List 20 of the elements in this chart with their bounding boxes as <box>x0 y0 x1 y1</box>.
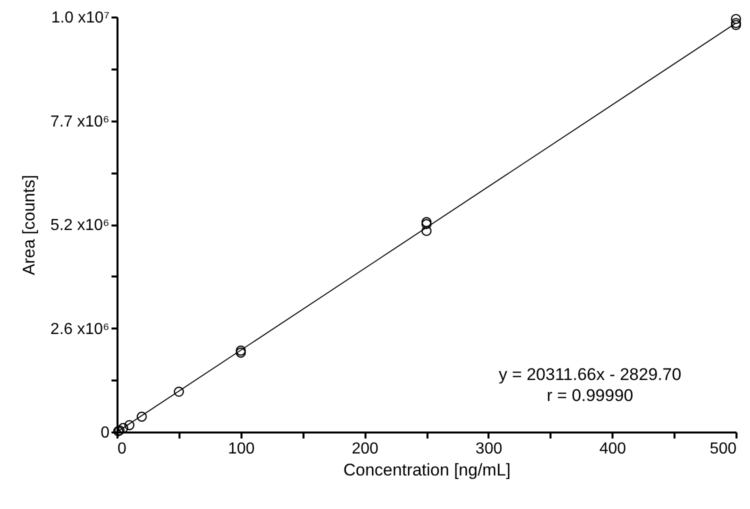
y-tick-label: 7.7 x10⁶ <box>50 113 110 130</box>
x-tick-label: 100 <box>228 440 255 458</box>
x-tick-label: 400 <box>599 440 626 458</box>
point <box>730 14 742 24</box>
point <box>421 226 432 236</box>
y-tick-label: 0 <box>100 424 110 442</box>
x-tick-label: 300 <box>476 440 502 458</box>
point <box>174 386 184 397</box>
x-tick-label: 200 <box>352 440 379 458</box>
x-tick-label: 0 <box>118 440 126 458</box>
y-tick-label: 1.0 x10⁷ <box>51 10 110 26</box>
x-tick-label: 500 <box>710 440 737 458</box>
annotation: r = 0.99990 <box>546 386 634 405</box>
point <box>136 412 147 422</box>
x-axis-title: Concentration [ng/mL] <box>343 460 511 480</box>
y-axis-title: Area [counts] <box>19 174 38 276</box>
annotation: y = 20311.66x - 2829.70 <box>498 365 682 384</box>
y-tick-label: 5.2 x10⁶ <box>50 217 110 234</box>
point <box>124 420 134 430</box>
y-tick-label: 2.6 x10⁶ <box>50 320 110 338</box>
